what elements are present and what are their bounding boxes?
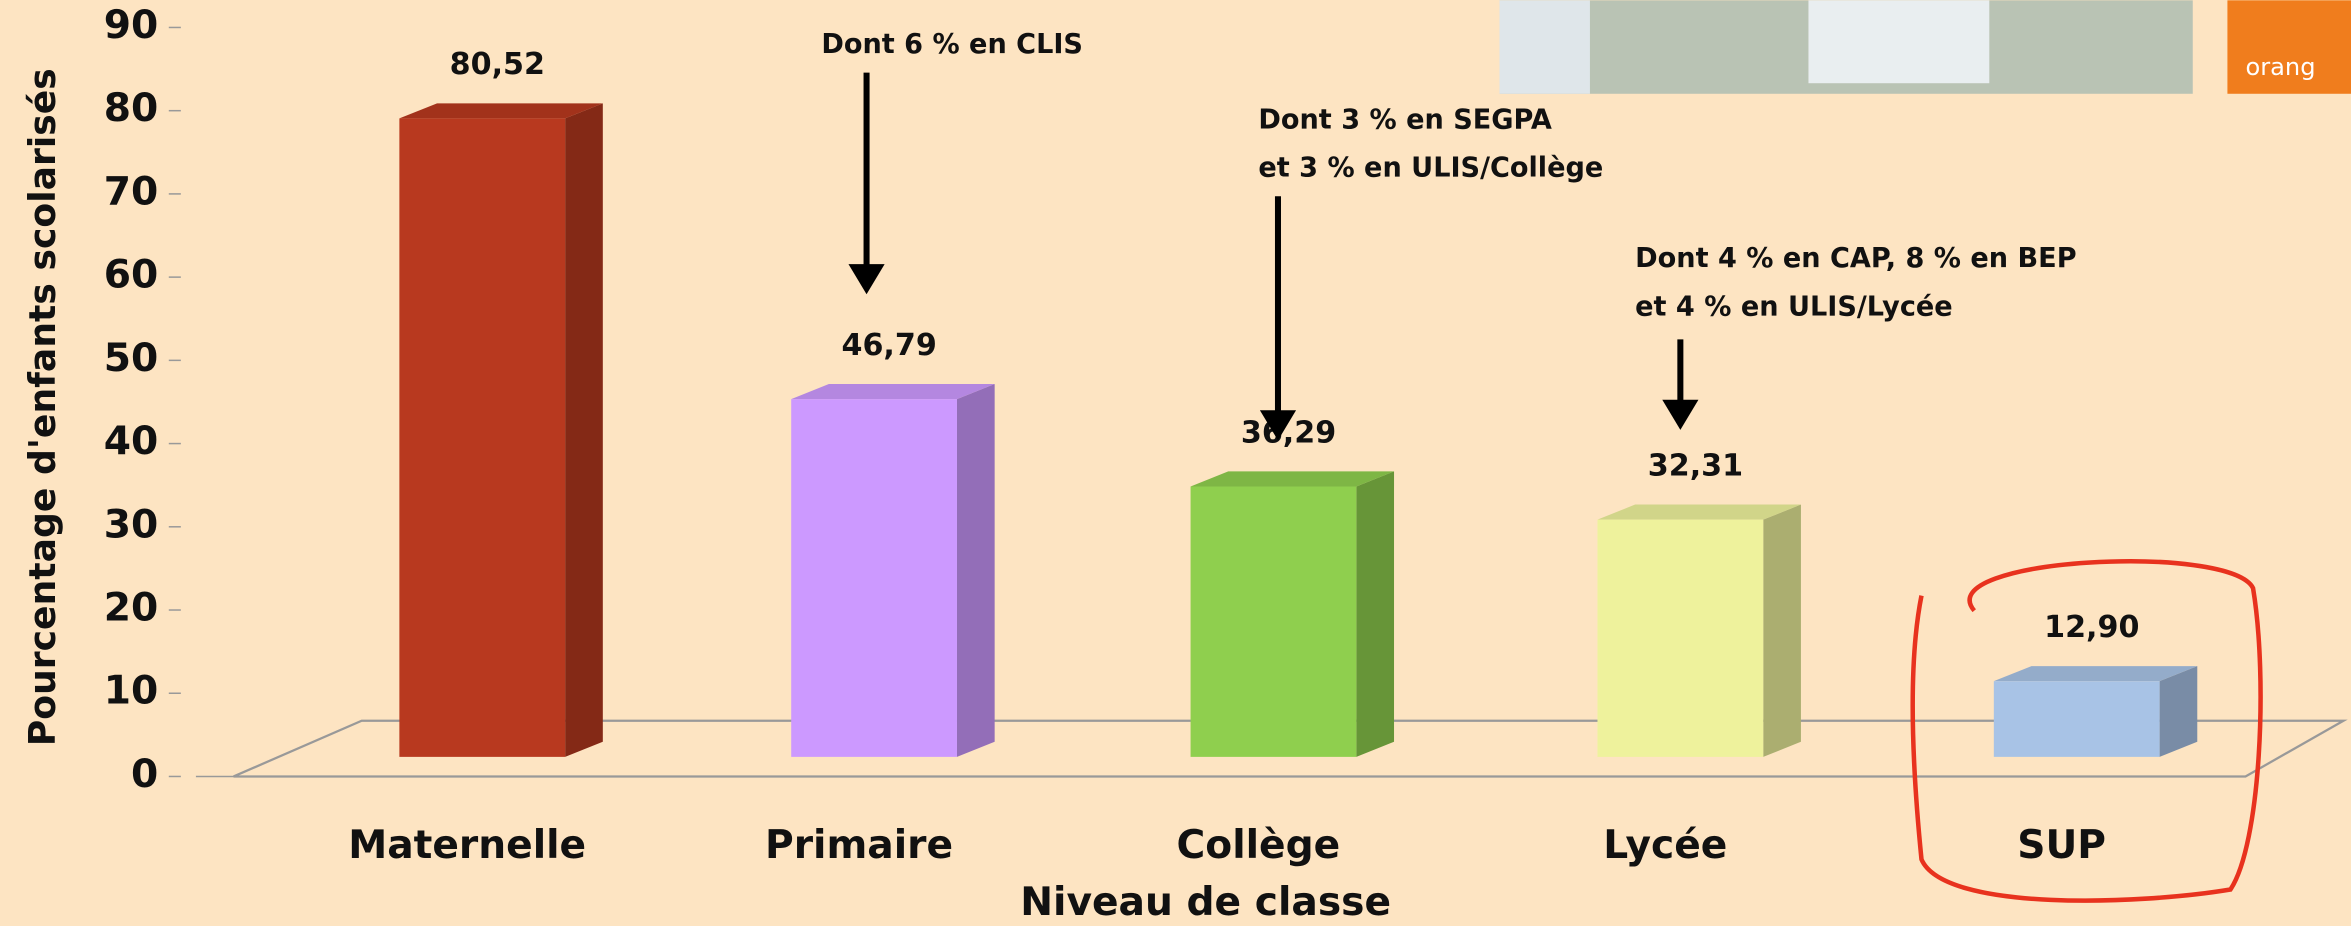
y-tick-label: 50	[104, 336, 159, 381]
x-tick-label: Maternelle	[348, 823, 586, 868]
y-tick-label: 10	[104, 669, 159, 714]
background	[0, 0, 2351, 925]
annotation: et 4 % en ULIS/Lycée	[1635, 291, 1953, 322]
bar-side	[957, 384, 995, 757]
value-label: 12,90	[2044, 610, 2139, 645]
bar-side	[1356, 471, 1394, 756]
y-axis-label: Pourcentage d'enfants scolarisés	[21, 68, 64, 746]
y-tick-label: 20	[104, 586, 159, 631]
value-label: 80,52	[450, 47, 545, 82]
bar-side	[565, 103, 603, 757]
annotation: Dont 6 % en CLIS	[821, 29, 1083, 60]
value-label: 46,79	[842, 328, 937, 363]
chart: orang Niveau de classe Pourcentage d'enf…	[0, 0, 2351, 926]
y-tick-label: 30	[104, 502, 159, 547]
bar-front	[1597, 520, 1763, 757]
x-tick-label: Collège	[1177, 823, 1341, 868]
bar-front	[1191, 487, 1357, 757]
bar	[1597, 505, 1800, 757]
y-tick-label: 60	[104, 253, 159, 298]
bar	[1994, 666, 2197, 757]
y-tick-label: 40	[104, 419, 159, 464]
photo-building	[1808, 0, 1989, 83]
bar	[399, 103, 602, 757]
bar-side	[2160, 666, 2198, 757]
x-axis-label: Niveau de classe	[1020, 880, 1391, 925]
photo-panel	[1500, 0, 1590, 93]
annotation: Dont 4 % en CAP, 8 % en BEP	[1635, 243, 2076, 274]
y-tick-label: 0	[131, 752, 158, 797]
logo-text: orang	[2246, 53, 2316, 81]
x-tick-label: SUP	[2017, 823, 2106, 868]
y-tick-label: 70	[104, 169, 159, 214]
y-tick-label: 80	[104, 86, 159, 131]
x-tick-label: Primaire	[765, 823, 953, 868]
annotation: Dont 3 % en SEGPA	[1258, 104, 1552, 135]
bar-side	[1763, 505, 1801, 757]
bar-front	[1994, 681, 2160, 757]
bar	[791, 384, 994, 757]
y-tick-label: 90	[104, 3, 159, 48]
bar	[1191, 471, 1394, 756]
annotation: et 3 % en ULIS/Collège	[1258, 153, 1603, 184]
x-tick-label: Lycée	[1603, 823, 1727, 868]
value-label: 32,31	[1648, 448, 1743, 483]
bar-front	[399, 118, 565, 756]
bar-front	[791, 399, 957, 757]
